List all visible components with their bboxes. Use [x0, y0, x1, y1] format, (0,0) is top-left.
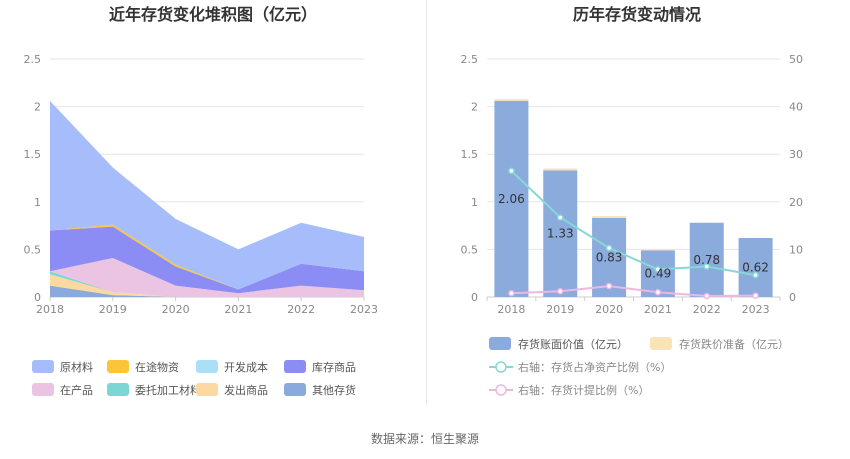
y-left-tick-label: 2.5 — [461, 53, 479, 66]
bar-data-label: 0.83 — [596, 250, 623, 264]
legend-swatch-2 — [196, 360, 218, 373]
point-provision-ratio — [508, 289, 515, 297]
legend-swatch-0 — [32, 360, 54, 373]
legend-swatch-6 — [196, 383, 218, 396]
legend-label-7: 其他存货 — [312, 383, 356, 397]
area-series-4 — [50, 226, 364, 294]
x-tick-label: 2023 — [350, 303, 378, 316]
x-tick-label: 2021 — [224, 303, 252, 316]
x-tick-label: 2019 — [99, 303, 127, 316]
y-right-tick-label: 40 — [789, 101, 803, 114]
x-tick-label: 2022 — [693, 303, 721, 316]
legend-marker — [495, 384, 507, 396]
bar-book-value — [640, 250, 675, 297]
legend-swatch-1 — [107, 360, 129, 373]
legend-swatch-impairment-reserve — [650, 337, 672, 350]
point-provision-ratio — [703, 292, 710, 300]
chart-title: 近年存货变化堆积图（亿元） — [109, 5, 317, 24]
y-left-tick-label: 2 — [471, 101, 478, 114]
x-tick-label: 2022 — [287, 303, 315, 316]
point-inventory-to-net-assets — [605, 244, 613, 252]
x-tick-label: 2019 — [546, 303, 574, 316]
point-inventory-to-net-assets — [557, 214, 564, 221]
bar-book-value — [543, 170, 578, 297]
x-tick-label: 2018 — [497, 303, 525, 316]
y-left-tick-label: 0 — [471, 291, 478, 304]
point-inventory-to-net-assets — [703, 263, 710, 270]
point-provision-ratio — [557, 288, 564, 295]
line-provision-ratio — [511, 285, 756, 298]
y-right-tick-label: 0 — [789, 291, 796, 304]
legend-swatch-3 — [284, 360, 306, 373]
bar-data-label: 0.49 — [645, 267, 672, 281]
data-source-label: 数据来源：恒生聚源 — [370, 432, 479, 446]
legend-marker — [495, 361, 507, 373]
y-right-tick-label: 30 — [789, 148, 803, 161]
legend-label-4: 在产品 — [60, 383, 93, 397]
bar-impairment-reserve — [494, 98, 529, 101]
y-tick-label: 0 — [34, 291, 41, 304]
legend-swatch-7 — [284, 383, 306, 396]
legend-label-6: 发出商品 — [224, 383, 268, 397]
y-tick-label: 2.5 — [24, 53, 42, 66]
bar-book-value — [592, 217, 627, 297]
legend-swatch-book-value — [489, 337, 511, 350]
bar-impairment-reserve — [640, 249, 675, 251]
x-tick-label: 2018 — [36, 303, 64, 316]
legend-swatch-5 — [107, 383, 129, 396]
point-inventory-to-net-assets — [508, 167, 515, 175]
x-tick-label: 2023 — [742, 303, 770, 316]
bar-book-value — [494, 100, 529, 297]
area-series-3 — [50, 258, 364, 297]
legend-label-3: 库存商品 — [312, 360, 356, 374]
y-tick-label: 1 — [34, 196, 41, 209]
stacked-area-chart: 近年存货变化堆积图（亿元） 0 0.5 1 1.5 2 2.5 2018 2019 2020 202… — [24, 5, 379, 397]
point-provision-ratio — [605, 282, 613, 290]
bar-data-label: 0.62 — [742, 260, 769, 274]
panel-divider — [426, 0, 427, 405]
bar-book-value — [689, 222, 724, 297]
legend-label-1: 在途物资 — [135, 360, 179, 374]
legend-label-5: 委托加工材料 — [135, 383, 201, 397]
x-tick-label: 2020 — [595, 303, 623, 316]
x-tick-label: 2020 — [162, 303, 190, 316]
bar-impairment-reserve — [543, 168, 578, 171]
point-inventory-to-net-assets — [752, 271, 759, 279]
bar-book-value — [738, 237, 773, 297]
y-left-tick-label: 0.5 — [461, 243, 479, 256]
bar-data-label: 0.78 — [693, 253, 720, 267]
bar-data-label: 2.06 — [498, 192, 525, 206]
line-inventory-to-net-assets — [510, 170, 756, 277]
y-right-tick-label: 10 — [789, 243, 803, 256]
legend-label-impairment-reserve: 存货跌价准备（亿元） — [679, 337, 789, 351]
bar-data-label: 1.33 — [547, 227, 574, 241]
y-tick-label: 1.5 — [24, 148, 42, 161]
chart-title: 历年存货变动情况 — [573, 5, 701, 24]
y-tick-label: 2 — [34, 101, 41, 114]
point-provision-ratio — [752, 292, 759, 299]
legend-label-0: 原材料 — [60, 360, 93, 374]
legend-swatch-4 — [32, 383, 54, 396]
y-tick-label: 0.5 — [24, 243, 42, 256]
legend-line-label: 右轴：存货计提比例（%） — [518, 383, 649, 397]
x-tick-label: 2021 — [644, 303, 672, 316]
y-right-tick-label: 20 — [789, 196, 803, 209]
legend-label-book-value: 存货账面价值（亿元） — [518, 337, 628, 351]
point-inventory-to-net-assets — [654, 266, 662, 273]
legend-label-2: 开发成本 — [224, 360, 268, 374]
bar-impairment-reserve — [592, 216, 627, 218]
area-series-0 — [50, 285, 364, 297]
y-left-tick-label: 1 — [471, 196, 478, 209]
legend-line-label: 右轴：存货占净资产比例（%） — [518, 360, 671, 374]
y-left-tick-label: 1.5 — [461, 148, 479, 161]
point-provision-ratio — [654, 288, 662, 296]
area-series-7 — [50, 100, 364, 290]
y-right-tick-label: 50 — [789, 53, 803, 66]
